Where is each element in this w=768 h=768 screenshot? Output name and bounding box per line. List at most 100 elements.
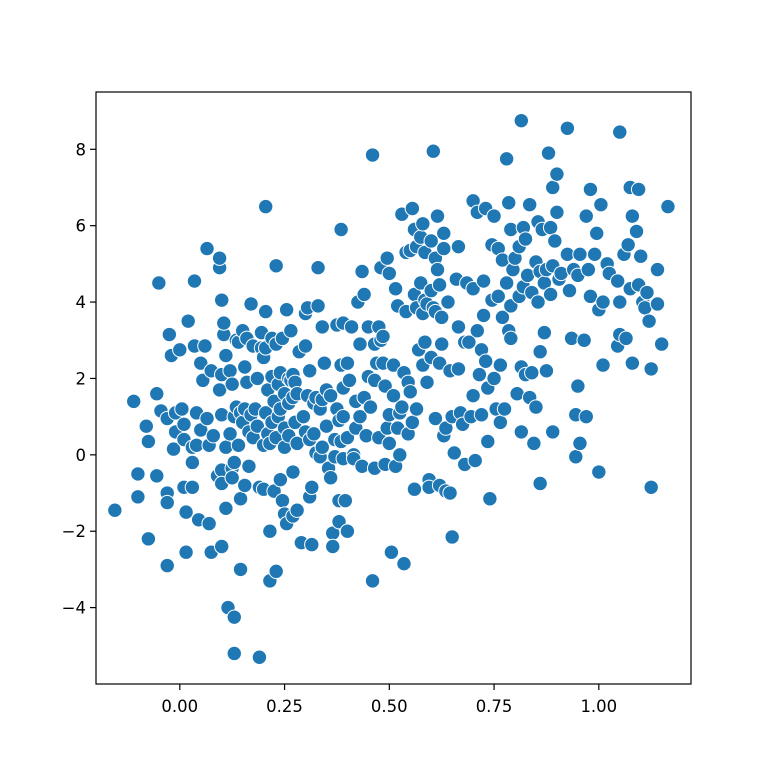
data-point [425,143,442,159]
data-point [431,355,448,371]
data-point [222,363,238,379]
data-point [211,382,228,398]
data-point [222,426,238,442]
data-point [475,273,492,289]
data-point [176,416,192,432]
data-point [159,494,175,511]
data-point [268,258,284,274]
points-layer [107,112,676,665]
data-point [241,458,257,474]
data-point [184,454,201,471]
data-point [306,426,322,442]
data-point [302,363,318,379]
data-point [586,246,603,263]
data-point [184,479,201,495]
data-point [568,449,584,465]
data-point [325,538,341,555]
data-point [249,418,266,434]
data-point [528,399,544,415]
data-point [172,342,188,358]
data-point [503,330,519,347]
data-point [193,355,209,371]
data-point [304,479,320,495]
data-point [427,410,444,427]
data-point [149,386,165,402]
data-point [643,479,659,495]
data-point [450,238,467,255]
data-point [251,649,268,665]
data-point [572,435,588,452]
data-point [492,414,509,431]
data-point [354,263,370,280]
data-point [165,441,182,457]
data-point [417,334,433,350]
data-point [469,323,485,339]
data-point [381,265,398,282]
data-point [343,319,360,335]
data-point [297,338,314,354]
data-point [440,294,456,310]
data-point [494,309,511,326]
data-point [197,338,213,354]
data-point [530,294,546,310]
data-point [232,491,249,507]
data-point [633,248,649,264]
data-point [178,504,194,520]
data-point [381,435,398,452]
data-point [149,468,165,484]
x-tick-label: 0.50 [371,697,408,716]
data-point [218,439,234,455]
data-point [612,124,628,140]
data-point [475,307,492,324]
data-point [580,261,597,278]
data-point [477,353,494,369]
data-point [521,196,538,213]
data-point [258,303,274,320]
data-point [218,347,234,364]
data-point [383,544,400,560]
data-point [237,359,253,375]
data-point [431,277,448,293]
y-tick-label: 8 [76,140,87,159]
y-tick-label: 2 [76,369,87,388]
data-point [258,198,274,215]
data-point [524,365,540,381]
data-point [628,223,645,240]
data-point [224,376,240,392]
data-point [186,273,203,289]
data-point [364,147,381,163]
data-point [107,502,123,518]
data-point [429,208,446,224]
data-point [151,275,167,291]
data-point [540,145,557,161]
data-point [178,544,194,560]
data-point [289,502,305,518]
data-point [199,240,215,257]
data-point [624,208,641,224]
data-point [214,407,230,423]
data-point [582,181,599,198]
data-point [496,401,513,417]
data-point [310,259,326,276]
data-point [482,491,498,507]
data-point [318,418,335,434]
x-tick-label: 0.75 [476,697,513,716]
data-point [387,281,404,297]
data-point [214,292,230,308]
data-point [630,181,647,198]
data-point [471,366,488,383]
data-point [429,261,446,278]
data-point [322,387,339,404]
data-point [214,538,230,555]
data-point [216,315,232,331]
data-point [545,179,561,196]
data-point [563,330,580,347]
data-point [404,200,421,217]
data-point [358,428,374,444]
data-point [490,288,506,305]
data-point [442,485,458,501]
data-point [538,363,555,379]
data-point [352,336,368,352]
data-point [262,523,278,539]
